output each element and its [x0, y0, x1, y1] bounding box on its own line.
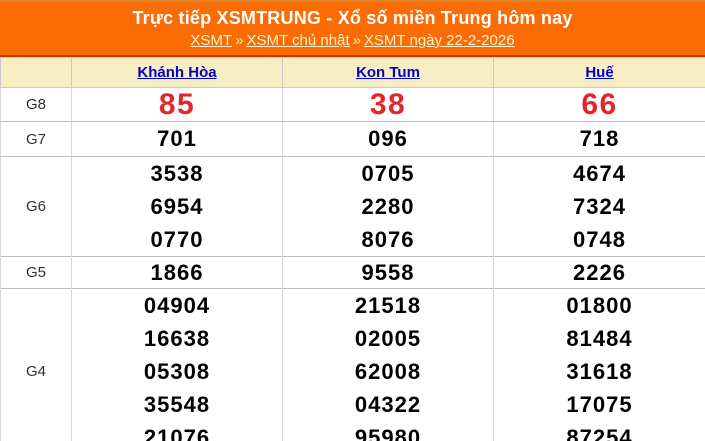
result-value: 04322 [354, 392, 422, 417]
result-value: 3538 [150, 161, 204, 186]
result-value: 04904 [143, 293, 211, 318]
result-value: 38 [369, 88, 407, 121]
result-value: 35548 [143, 392, 211, 417]
breadcrumb-separator: » [352, 32, 361, 49]
result-value: 0748 [573, 227, 626, 252]
result-cell: 04904 16638 05308 35548 21076 [71, 288, 283, 441]
breadcrumb-link-xsmt-date[interactable]: XSMT ngày 22-2-2026 [363, 32, 515, 49]
result-value: 85 [158, 88, 196, 121]
result-cell: 85 [71, 87, 283, 122]
result-value: 95980 [354, 425, 422, 441]
page-title: Trực tiếp XSMTRUNG - Xổ số miền Trung hô… [132, 8, 573, 28]
prize-label-g8: G8 [0, 87, 72, 122]
province-link-hue[interactable]: Huế [585, 64, 614, 81]
result-value: 66 [581, 88, 618, 121]
result-cell: 66 [493, 87, 705, 122]
result-value: 1866 [150, 260, 204, 285]
prize-row-g6: G6 3538 6954 0770 0705 2280 8076 4674 73… [0, 156, 705, 257]
result-value: 81484 [566, 326, 633, 351]
result-value: 2226 [573, 260, 626, 285]
prize-label-g5: G5 [0, 256, 72, 289]
result-cell: 718 [493, 121, 705, 157]
prize-column-header [0, 57, 72, 88]
result-value: 8076 [361, 227, 415, 252]
prize-row-g7: G7 701 096 718 [0, 121, 705, 157]
result-value: 21076 [143, 425, 211, 441]
province-header-hue: Huế [493, 57, 705, 88]
result-value: 718 [579, 126, 620, 151]
result-cell: 4674 7324 0748 [493, 156, 705, 257]
result-value: 05308 [143, 359, 211, 384]
result-cell: 38 [282, 87, 494, 122]
breadcrumb-separator: » [235, 32, 244, 49]
result-value: 6954 [150, 194, 204, 219]
prize-row-g4: G4 04904 16638 05308 35548 21076 21518 0… [0, 288, 705, 441]
result-cell: 1866 [71, 256, 283, 289]
prize-row-g8: G8 85 38 66 [0, 87, 705, 122]
province-link-khanh-hoa[interactable]: Khánh Hòa [137, 64, 217, 81]
result-value: 701 [157, 126, 197, 151]
result-value: 4674 [573, 161, 626, 186]
result-value: 17075 [566, 392, 633, 417]
result-value: 21518 [354, 293, 422, 318]
result-cell: 21518 02005 62008 04322 95980 [282, 288, 494, 441]
province-header-row: Khánh Hòa Kon Tum Huế [0, 57, 705, 88]
province-header-khanh-hoa: Khánh Hòa [71, 57, 283, 88]
province-link-kon-tum[interactable]: Kon Tum [356, 64, 420, 81]
result-cell: 3538 6954 0770 [71, 156, 283, 257]
result-value: 2280 [361, 194, 415, 219]
prize-label-g4: G4 [0, 288, 72, 441]
result-cell: 2226 [493, 256, 705, 289]
breadcrumb-link-xsmt[interactable]: XSMT [190, 32, 233, 49]
result-value: 62008 [354, 359, 422, 384]
prize-label-g7: G7 [0, 121, 72, 157]
results-table: Khánh Hòa Kon Tum Huế G8 85 38 [0, 57, 705, 441]
result-value: 096 [368, 126, 408, 151]
prize-row-g5: G5 1866 9558 2226 [0, 256, 705, 289]
result-cell: 0705 2280 8076 [282, 156, 494, 257]
breadcrumb-link-xsmt-chu-nhat[interactable]: XSMT chủ nhật [246, 32, 350, 49]
prize-label-g6: G6 [0, 156, 72, 257]
result-value: 16638 [143, 326, 211, 351]
result-cell: 701 [71, 121, 283, 157]
result-cell: 096 [282, 121, 494, 157]
page-header: Trực tiếp XSMTRUNG - Xổ số miền Trung hô… [0, 0, 705, 57]
breadcrumb: XSMT» XSMT chủ nhật» XSMT ngày 22-2-2026 [0, 30, 705, 51]
result-cell: 9558 [282, 256, 494, 289]
result-value: 0705 [361, 161, 415, 186]
result-value: 0770 [150, 227, 204, 252]
result-value: 7324 [573, 194, 626, 219]
result-value: 31618 [566, 359, 633, 384]
result-value: 01800 [566, 293, 633, 318]
result-value: 87254 [566, 425, 633, 441]
result-value: 9558 [361, 260, 415, 285]
province-header-kon-tum: Kon Tum [282, 57, 494, 88]
result-value: 02005 [354, 326, 422, 351]
result-cell: 01800 81484 31618 17075 87254 [493, 288, 705, 441]
